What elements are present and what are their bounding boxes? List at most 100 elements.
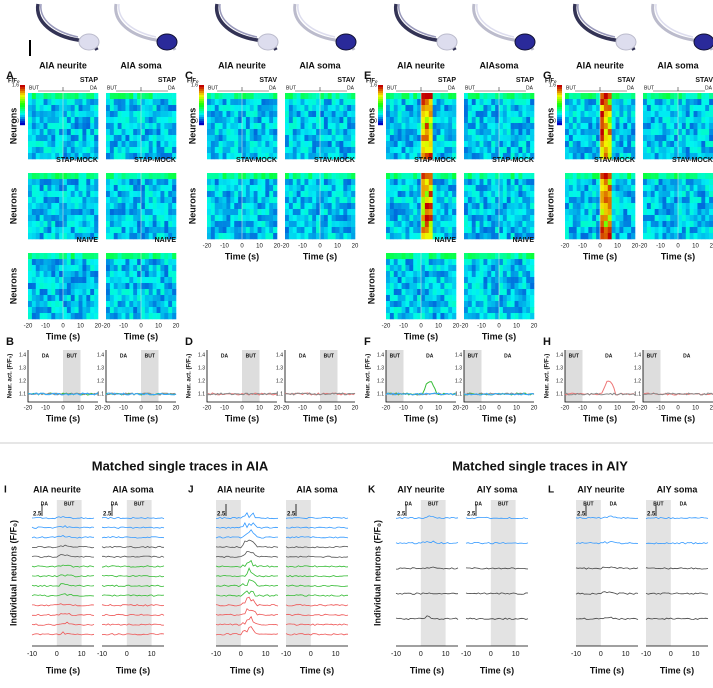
- heatmap-cell: [113, 221, 118, 228]
- mean-trace: [463, 392, 535, 396]
- heatmap-cell: [137, 295, 142, 302]
- heatmap-cell: [483, 271, 488, 278]
- heatmap-cell: [39, 197, 44, 204]
- heatmap-cell: [650, 123, 655, 130]
- condition-label: NAIVE: [155, 237, 177, 244]
- heatmap-cell: [137, 277, 142, 284]
- heatmap-cell: [440, 313, 445, 320]
- x-tick-label: 0: [489, 651, 493, 658]
- heatmap-cell: [495, 117, 500, 124]
- heatmap-cell: [51, 173, 56, 180]
- heatmap-cell: [296, 197, 301, 204]
- heatmap-cell: [137, 105, 142, 112]
- heatmap-cell: [518, 141, 523, 148]
- heatmap-cell: [285, 227, 290, 234]
- heatmap-cell: [697, 209, 702, 216]
- heatmap-cell: [401, 265, 406, 272]
- heatmap-cell: [678, 203, 683, 210]
- heatmap-cell: [428, 277, 433, 284]
- heatmap-cell: [568, 105, 574, 112]
- heatmap-cell: [397, 313, 402, 320]
- heatmap-cell: [666, 105, 671, 112]
- heatmap-cell: [670, 197, 675, 204]
- heatmap-cell: [144, 265, 150, 272]
- heatmap-cell: [28, 111, 33, 118]
- heatmap-cell: [168, 179, 173, 186]
- heatmap-cell: [94, 265, 99, 272]
- heatmap-cell: [28, 259, 33, 266]
- heatmap-cell: [576, 227, 581, 234]
- heatmap-cell: [141, 99, 146, 106]
- y-tick-label: 1.2: [19, 378, 26, 384]
- heatmap-cell: [627, 129, 632, 136]
- heatmap-cell: [689, 173, 694, 180]
- heatmap-cell: [210, 233, 216, 240]
- heatmap-cell: [214, 153, 219, 160]
- heatmap-cell: [308, 227, 313, 234]
- heatmap-cell: [615, 227, 620, 234]
- heatmap-cell: [63, 191, 68, 198]
- heatmap-cell: [300, 185, 305, 192]
- heatmap-cell: [156, 93, 161, 100]
- heatmap-cell: [650, 99, 655, 106]
- heatmap-cell: [467, 313, 473, 320]
- heatmap-cell: [59, 233, 64, 240]
- heatmap-cell: [421, 117, 426, 124]
- heatmap-cell: [491, 153, 496, 160]
- heatmap-cell: [646, 111, 652, 118]
- heatmap-cell: [160, 301, 165, 308]
- heatmap-cell: [94, 313, 99, 320]
- heatmap-cell: [464, 147, 469, 154]
- heatmap-cell: [615, 191, 620, 198]
- heatmap-cell: [607, 185, 612, 192]
- heatmap-cell: [510, 185, 515, 192]
- heatmap-cell: [164, 215, 169, 222]
- heatmap-cell: [432, 105, 437, 112]
- x-label: Time (s): [124, 413, 158, 423]
- heatmap-cell: [230, 135, 235, 142]
- heatmap-cell: [658, 153, 663, 160]
- heatmap-cell: [90, 147, 95, 154]
- x-tick-label: 20: [710, 406, 713, 412]
- heatmap-cell: [440, 203, 445, 210]
- heatmap-cell: [588, 185, 593, 192]
- heatmap-cell: [160, 277, 165, 284]
- heatmap-cell: [113, 185, 118, 192]
- heatmap-cell: [623, 111, 628, 118]
- heatmap-cell: [506, 147, 511, 154]
- heatmap-cell: [678, 173, 683, 180]
- heatmap-cell: [86, 259, 91, 266]
- heatmap-cell: [172, 203, 177, 210]
- heatmap-cell: [654, 209, 659, 216]
- colorbar-step: [378, 87, 383, 90]
- heatmap-cell: [600, 179, 605, 186]
- heatmap-cell: [584, 117, 589, 124]
- heatmap-cell: [133, 301, 138, 308]
- heatmap-cell: [386, 313, 391, 320]
- heatmap-cell: [245, 221, 251, 228]
- heatmap-cell: [607, 173, 612, 180]
- heatmap-cell: [316, 141, 321, 148]
- heatmap-cell: [409, 185, 414, 192]
- heatmap-cell: [160, 179, 165, 186]
- heatmap-cell: [467, 277, 473, 284]
- heatmap-cell: [133, 215, 138, 222]
- heatmap-cell: [646, 179, 652, 186]
- heatmap-cell: [452, 227, 457, 234]
- heatmap-cell: [681, 135, 687, 142]
- heatmap-cell: [59, 153, 64, 160]
- heatmap-cell: [417, 221, 422, 228]
- heatmap-cell: [452, 221, 457, 228]
- heatmap-cell: [66, 111, 72, 118]
- heatmap-cell: [518, 301, 523, 308]
- heatmap-cell: [51, 233, 56, 240]
- heatmap-cell: [137, 135, 142, 142]
- heatmap-cell: [117, 147, 122, 154]
- heatmap-cell: [90, 197, 95, 204]
- heatmap-cell: [214, 123, 219, 130]
- heatmap-cell: [160, 209, 165, 216]
- single-trace: [215, 615, 279, 626]
- heatmap-cell: [432, 277, 437, 284]
- heatmap-cell: [43, 173, 48, 180]
- heatmap-cell: [226, 141, 231, 148]
